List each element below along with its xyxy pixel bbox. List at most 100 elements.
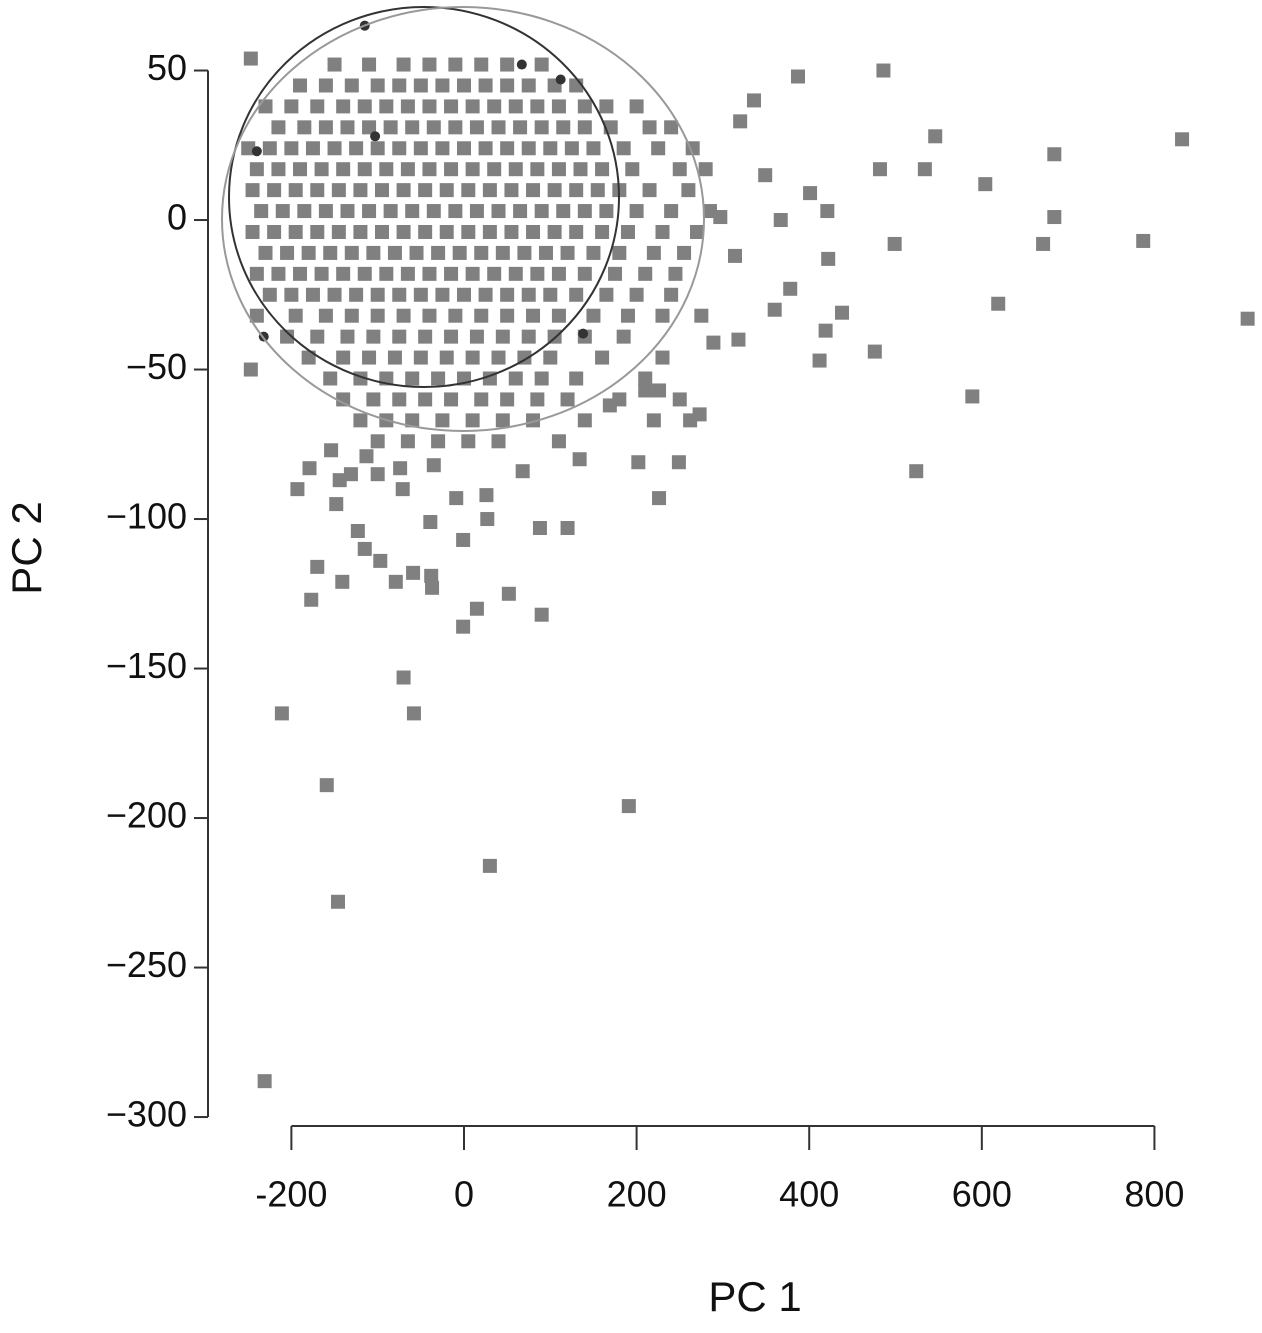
x-tick-label: -200 (255, 1174, 327, 1215)
point (629, 204, 644, 219)
point (758, 168, 773, 183)
point (409, 245, 424, 260)
point (478, 141, 493, 156)
point (456, 287, 471, 302)
point (818, 323, 833, 338)
point (469, 329, 484, 344)
point (370, 467, 385, 482)
point (698, 162, 713, 177)
point (439, 183, 454, 198)
point (560, 521, 575, 536)
point (555, 74, 566, 85)
point (478, 287, 493, 302)
point (638, 371, 653, 386)
point (991, 296, 1006, 311)
point (872, 162, 887, 177)
point (422, 99, 437, 114)
point (621, 799, 636, 814)
x-tick-label: 200 (607, 1174, 667, 1215)
point (262, 141, 277, 156)
point (396, 183, 411, 198)
point (370, 141, 385, 156)
point (501, 586, 516, 601)
point (599, 204, 614, 219)
point (383, 204, 398, 219)
point (387, 245, 402, 260)
point (521, 141, 536, 156)
point (288, 224, 303, 239)
point (681, 183, 696, 198)
point (448, 120, 463, 135)
point (392, 392, 407, 407)
point (534, 204, 549, 219)
point (426, 120, 441, 135)
point (243, 51, 258, 66)
point (616, 141, 631, 156)
point (456, 78, 471, 93)
x-tick-label: 800 (1124, 1174, 1184, 1215)
point (620, 224, 635, 239)
point (370, 131, 381, 142)
y-tick-label: 0 (167, 197, 187, 238)
point (413, 287, 428, 302)
point (245, 224, 260, 239)
point (629, 287, 644, 302)
point (664, 204, 679, 219)
point (435, 287, 450, 302)
point (297, 120, 312, 135)
point (330, 894, 345, 909)
point (423, 515, 438, 530)
point (318, 120, 333, 135)
point (577, 99, 592, 114)
axes: 50 0 −50 −100 −150 −200 −250 −300 -200 0 200 400 600… (106, 47, 1185, 1214)
point (672, 392, 687, 407)
point (508, 162, 523, 177)
point (500, 308, 515, 323)
point (406, 706, 421, 721)
point (487, 266, 502, 281)
point (1036, 236, 1051, 251)
point (642, 120, 657, 135)
point (357, 162, 372, 177)
point (383, 120, 398, 135)
point (393, 461, 408, 476)
point (456, 532, 471, 547)
point (469, 601, 484, 616)
y-tick-label: −150 (106, 645, 187, 686)
point (526, 183, 541, 198)
point (305, 287, 320, 302)
point (612, 245, 627, 260)
point (323, 245, 338, 260)
point (867, 344, 882, 359)
point (324, 443, 339, 458)
point (569, 183, 584, 198)
point (271, 162, 286, 177)
point (241, 141, 256, 156)
point (456, 141, 471, 156)
point (812, 353, 827, 368)
point (491, 350, 506, 365)
point (1240, 311, 1255, 326)
point (280, 329, 295, 344)
point (556, 204, 571, 219)
point (482, 224, 497, 239)
point (290, 482, 305, 497)
y-tick-label: −200 (106, 795, 187, 836)
point (508, 266, 523, 281)
point (400, 434, 415, 449)
point (375, 183, 390, 198)
point (353, 413, 368, 428)
point (310, 183, 325, 198)
point (500, 141, 515, 156)
point (448, 204, 463, 219)
point (370, 78, 385, 93)
point (413, 350, 428, 365)
point (595, 224, 610, 239)
point (349, 287, 364, 302)
point (359, 449, 374, 464)
point (495, 329, 510, 344)
point (480, 512, 495, 527)
point (405, 120, 420, 135)
point (336, 162, 351, 177)
point (418, 224, 433, 239)
